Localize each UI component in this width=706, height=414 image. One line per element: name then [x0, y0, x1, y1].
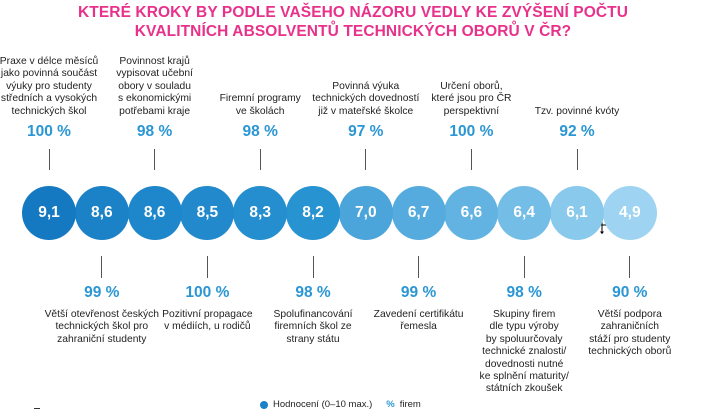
connector-line: [629, 256, 631, 278]
percent-label: 98 %: [136, 123, 173, 140]
corner-tick-mark: [34, 408, 40, 409]
rating-bubble: 6,7: [391, 186, 446, 240]
item-label: Spolufinancování firemních škol ze strany …: [273, 309, 353, 345]
percent-label: 97 %: [348, 123, 384, 140]
connector-line: [576, 149, 578, 170]
legend-percent-symbol: %: [386, 399, 395, 410]
item-label: Větší otevřenost českých technických škol…: [44, 309, 160, 345]
rating-bubble: 6,4: [497, 186, 552, 240]
item-label: Skupiny firem dle typu výroby by spoluurčo…: [479, 309, 569, 395]
percent-label: 98 %: [506, 284, 542, 301]
rating-bubble: 8,5: [180, 186, 235, 240]
legend-percent-label: firem: [399, 399, 421, 410]
connector-line: [259, 149, 261, 170]
percent-label: 98 %: [242, 123, 278, 140]
item-label: Větší podpora zahraničních stáží pro stude…: [588, 309, 672, 358]
connector-line: [470, 149, 472, 170]
legend-rating-swatch: [260, 400, 268, 409]
connector-line: [523, 256, 525, 278]
chart-title: KTERÉ KROKY BY PODLE VAŠEHO NÁZORU VEDLY…: [0, 3, 706, 41]
rating-bubble: 4,9: [602, 186, 657, 240]
rating-bubble: 6,1: [550, 186, 604, 240]
connector-line: [48, 149, 50, 170]
percent-label: 100 %: [449, 123, 494, 140]
item-label: Zavedení certifikátu řemesla: [373, 309, 464, 333]
connector-line: [206, 256, 208, 278]
percent-label: 92 %: [559, 123, 595, 140]
connector-line: [365, 149, 367, 170]
percent-label: 100 %: [185, 284, 230, 301]
connector-line: [312, 256, 314, 278]
percent-label: 99 %: [400, 284, 437, 301]
item-label: Praxe v délce měsíců jako povinná součást…: [0, 56, 99, 117]
legend-rating-label: Hodnocení (0–10 max.): [273, 399, 373, 410]
rating-bubble: 9,1: [22, 186, 76, 240]
rating-bubble: 6,6: [444, 186, 499, 240]
item-label: Povinnost krajů vypisovat učební obory v s…: [116, 56, 193, 117]
legend: Hodnocení (0–10 max.) % firem: [260, 399, 421, 410]
chart-title-line-1: KTERÉ KROKY BY PODLE VAŠEHO NÁZORU VEDLY…: [77, 4, 629, 21]
percent-label: 100 %: [27, 123, 71, 140]
rating-bubble: 8,2: [286, 186, 340, 240]
connector-line: [418, 256, 420, 278]
percent-label: 98 %: [295, 284, 331, 301]
connector-line: [101, 256, 103, 278]
item-label: Firemní programy ve školách: [219, 93, 301, 117]
percent-label: 90 %: [612, 284, 648, 301]
rating-bubble: 8,3: [233, 186, 288, 240]
chart-title-line-2: KVALITNÍCH ABSOLVENTŮ TECHNICKÝCH OBORŮ …: [134, 23, 572, 40]
item-label: Určení oborů, které jsou pro ČR perspektiv…: [431, 80, 512, 117]
connector-line: [154, 149, 156, 170]
item-label: Pozitivní propagace v médiích, u rodičů: [162, 309, 253, 333]
percent-label: 99 %: [84, 284, 120, 301]
item-label: Tzv. povinné kvóty: [534, 105, 620, 117]
item-label: Povinná výuka technických dovedností již v…: [312, 80, 420, 117]
rating-bubble: 8,6: [127, 186, 182, 240]
rating-bubble: 8,6: [74, 186, 129, 240]
rating-bubble: 7,0: [338, 186, 393, 240]
